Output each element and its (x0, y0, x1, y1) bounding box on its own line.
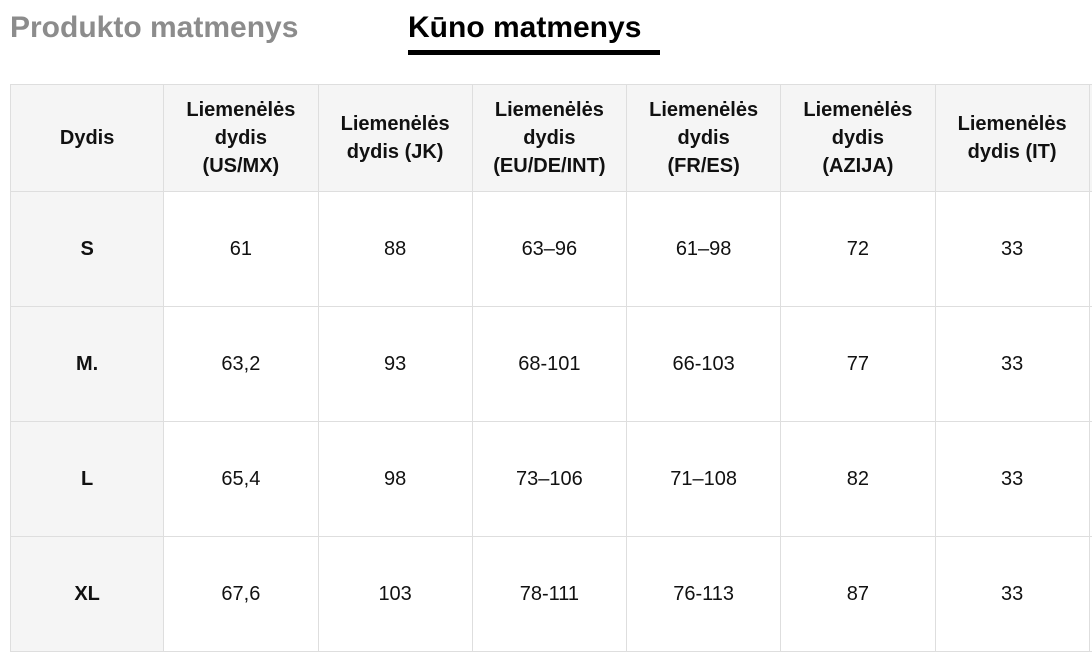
table-header-row: Dydis Liemenėlės dydis (US/MX) Liemenėlė… (10, 84, 1092, 192)
header-fr-es: Liemenėlės dydis (FR/ES) (625, 84, 782, 192)
size-table: Dydis Liemenėlės dydis (US/MX) Liemenėlė… (10, 84, 1092, 652)
table-cell: 82 (780, 421, 936, 537)
table-cell: 77 (780, 306, 936, 422)
table-cell: 33 (934, 191, 1090, 307)
table-cell: 87 (780, 536, 936, 652)
table-cell: 67,6 (163, 536, 319, 652)
header-label: Liemenėlės dydis (US/MX) (186, 99, 296, 177)
table-cell: 76-113 (625, 536, 782, 652)
table-cell: 33 (934, 306, 1090, 422)
table-cell: 71–108 (625, 421, 782, 537)
table-cell: 33 (934, 421, 1090, 537)
header-us-mx: Liemenėlės dydis (US/MX) (163, 84, 319, 192)
table-row: S 61 88 63–96 61–98 72 33 (10, 191, 1092, 307)
header-uk: Liemenėlės dydis (JK) (317, 84, 473, 192)
tab-body-measurements[interactable]: Kūno matmenys (408, 11, 642, 44)
size-cell: XL (10, 536, 165, 652)
header-label: Liemenėlės dydis (JK) (340, 113, 450, 163)
header-eu-de-int: Liemenėlės dydis (EU/DE/INT) (471, 84, 628, 192)
header-size: Dydis (10, 84, 165, 192)
tab-product-measurements[interactable]: Produkto matmenys (10, 11, 299, 44)
table-row: M. 63,2 93 68-101 66-103 77 33 (10, 306, 1092, 422)
header-label: Liemenėlės dydis (IT) (957, 113, 1067, 163)
size-cell: M. (10, 306, 165, 422)
measurement-tabs: Produkto matmenys Kūno matmenys (10, 8, 1092, 58)
header-asia: Liemenėlės dydis (AZIJA) (780, 84, 936, 192)
overflow-cell (1088, 536, 1092, 652)
table-cell: 72 (780, 191, 936, 307)
header-label: Dydis (59, 127, 115, 149)
header-label: Liemenėlės dydis (FR/ES) (649, 99, 759, 177)
table-cell: 61 (163, 191, 319, 307)
header-label: Liemenėlės dydis (AZIJA) (803, 99, 913, 177)
table-cell: 98 (317, 421, 473, 537)
table-cell: 66-103 (625, 306, 782, 422)
table-cell: 73–106 (471, 421, 628, 537)
size-cell: L (10, 421, 165, 537)
active-tab-underline (408, 50, 660, 55)
size-cell: S (10, 191, 165, 307)
table-cell: 103 (317, 536, 473, 652)
table-cell: 93 (317, 306, 473, 422)
size-table-container: Dydis Liemenėlės dydis (US/MX) Liemenėlė… (10, 84, 1092, 652)
table-cell: 63,2 (163, 306, 319, 422)
table-row: L 65,4 98 73–106 71–108 82 33 (10, 421, 1092, 537)
table-cell: 78-111 (471, 536, 628, 652)
table-cell: 88 (317, 191, 473, 307)
table-cell: 33 (934, 536, 1090, 652)
table-row: XL 67,6 103 78-111 76-113 87 33 (10, 536, 1092, 652)
table-cell: 68-101 (471, 306, 628, 422)
table-cell: 63–96 (471, 191, 628, 307)
header-it: Liemenėlės dydis (IT) (934, 84, 1090, 192)
table-cell: 65,4 (163, 421, 319, 537)
table-cell: 61–98 (625, 191, 782, 307)
header-label: Liemenėlės dydis (EU/DE/INT) (493, 99, 606, 177)
